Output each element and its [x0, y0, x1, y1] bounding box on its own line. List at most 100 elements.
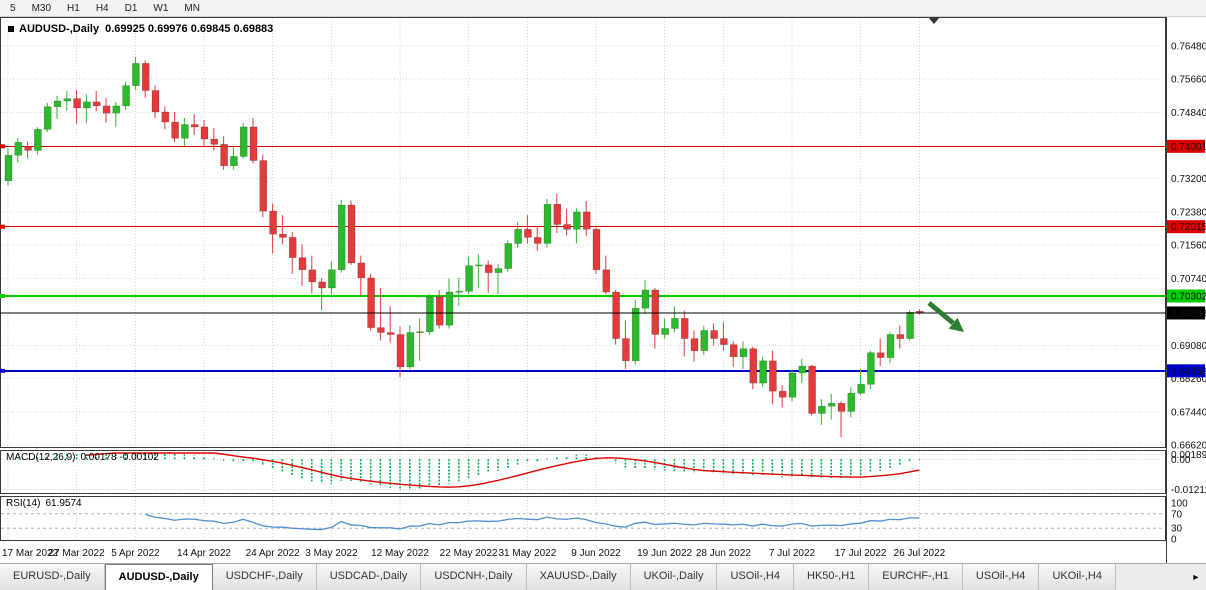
chart-tab-hk50-h1[interactable]: HK50-,H1 [794, 564, 870, 590]
chart-tab-audusd-daily[interactable]: AUDUSD-,Daily [104, 564, 213, 590]
timeframe-button-h1[interactable]: H1 [67, 2, 80, 14]
candle [857, 368, 865, 396]
candle [298, 244, 307, 286]
candle [279, 215, 287, 245]
candle [249, 118, 258, 164]
chart-tab-eurusd-daily[interactable]: EURUSD-,Daily [0, 564, 105, 590]
svg-text:3 May 2022: 3 May 2022 [305, 548, 358, 559]
timeframe-button-d1[interactable]: D1 [124, 2, 138, 14]
panel-frames [0, 17, 1167, 563]
svg-text:14 Apr 2022: 14 Apr 2022 [177, 548, 231, 559]
candle [269, 203, 277, 254]
timeframe-button-5[interactable]: 5 [10, 2, 16, 14]
candle [112, 101, 121, 127]
svg-text:0: 0 [1171, 535, 1177, 546]
candle [543, 198, 552, 248]
svg-text:19 Jun 2022: 19 Jun 2022 [637, 548, 692, 559]
candle [347, 200, 356, 265]
chart-tab-usoil-h4[interactable]: USOil-,H4 [962, 564, 1040, 590]
candle [759, 356, 767, 388]
svg-text:-0.01212: -0.01212 [1171, 485, 1206, 496]
svg-text:0.73200: 0.73200 [1171, 174, 1206, 185]
candle [573, 208, 581, 244]
svg-text:0.69080: 0.69080 [1171, 341, 1206, 352]
tab-scroll-right-icon[interactable]: ► [1191, 572, 1201, 582]
svg-text:17 Jul 2022: 17 Jul 2022 [835, 548, 887, 559]
candle [181, 118, 189, 147]
timeframe-button-mn[interactable]: MN [184, 2, 200, 14]
candle [132, 56, 140, 90]
svg-text:0.74001: 0.74001 [1171, 142, 1206, 153]
timeframe-button-h4[interactable]: H4 [95, 2, 109, 14]
chart-shift-marker[interactable] [929, 18, 939, 24]
candle [808, 364, 816, 416]
candle [602, 255, 611, 295]
candle [53, 95, 62, 119]
svg-text:17 Mar 2022: 17 Mar 2022 [2, 548, 59, 559]
svg-text:26 Jul 2022: 26 Jul 2022 [894, 548, 946, 559]
timeframe-button-m30[interactable]: M30 [31, 2, 52, 14]
price-axis[interactable]: 0.76480 0.75660 0.74840 0.73200 0.72380 0.715… [1171, 42, 1206, 452]
timeframe-button-w1[interactable]: W1 [153, 2, 169, 14]
hline-endpoint-marker [0, 368, 5, 373]
candle [63, 90, 72, 111]
chart-canvas[interactable]: 0.76480 0.75660 0.74840 0.73200 0.72380 0.715… [0, 17, 1206, 563]
candle [533, 226, 542, 251]
candle [876, 338, 885, 367]
candle [680, 310, 689, 357]
svg-text:31 May 2022: 31 May 2022 [498, 548, 556, 559]
chart-tab-usdchf-daily[interactable]: USDCHF-,Daily [212, 564, 317, 590]
svg-text:0.66620: 0.66620 [1171, 440, 1206, 451]
candle [102, 97, 111, 123]
candle [729, 341, 738, 367]
candle [749, 346, 758, 390]
candle [563, 209, 571, 236]
candle [455, 277, 464, 307]
candle [641, 280, 650, 315]
candle [190, 113, 199, 136]
svg-text:7 Jul 2022: 7 Jul 2022 [769, 548, 816, 559]
candle [445, 278, 454, 329]
candle [475, 254, 483, 288]
candle [631, 300, 640, 365]
candle [700, 325, 709, 355]
chart-tab-xauusd-daily[interactable]: XAUUSD-,Daily [526, 564, 631, 590]
svg-text:0.72380: 0.72380 [1171, 207, 1206, 218]
candle [671, 306, 679, 333]
candle [308, 255, 317, 294]
candles-layer [4, 56, 924, 438]
candle [847, 387, 856, 418]
candle [337, 199, 346, 273]
candle [514, 222, 522, 248]
candle [906, 310, 914, 341]
candle [34, 127, 42, 155]
chart-tab-ukoil-daily[interactable]: UKOil-,Daily [630, 564, 718, 590]
arrow-down-right-annotation[interactable] [927, 301, 964, 332]
chart-tab-usdcnh-daily[interactable]: USDCNH-,Daily [421, 564, 527, 590]
candle [239, 122, 248, 159]
svg-text:0.68453: 0.68453 [1171, 366, 1206, 377]
candle [886, 332, 895, 363]
svg-text:9 Jun 2022: 9 Jun 2022 [571, 548, 621, 559]
price-tags: 0.74001 0.72015 0.70302 0.68453 0.69883 [1167, 139, 1206, 378]
candle [818, 399, 826, 425]
svg-text:24 Apr 2022: 24 Apr 2022 [246, 548, 300, 559]
svg-text:30: 30 [1171, 524, 1183, 535]
chart-tab-ukoil-h4[interactable]: UKOil-,H4 [1039, 564, 1116, 590]
candle [92, 90, 101, 112]
chart-tab-usoil-h4[interactable]: USOil-,H4 [717, 564, 794, 590]
chart-tab-eurchf-h1[interactable]: EURCHF-,H1 [869, 564, 963, 590]
candle [357, 255, 366, 297]
hline-objects[interactable] [0, 144, 1166, 373]
svg-text:0.69883: 0.69883 [1171, 308, 1206, 319]
candle [435, 290, 444, 329]
chart-tab-usdcad-daily[interactable]: USDCAD-,Daily [316, 564, 422, 590]
chart-area[interactable]: 0.76480 0.75660 0.74840 0.73200 0.72380 0.715… [0, 17, 1206, 563]
candle [151, 85, 160, 119]
svg-text:28 Jun 2022: 28 Jun 2022 [696, 548, 751, 559]
svg-text:0.68260: 0.68260 [1171, 374, 1206, 385]
candle [230, 146, 238, 170]
